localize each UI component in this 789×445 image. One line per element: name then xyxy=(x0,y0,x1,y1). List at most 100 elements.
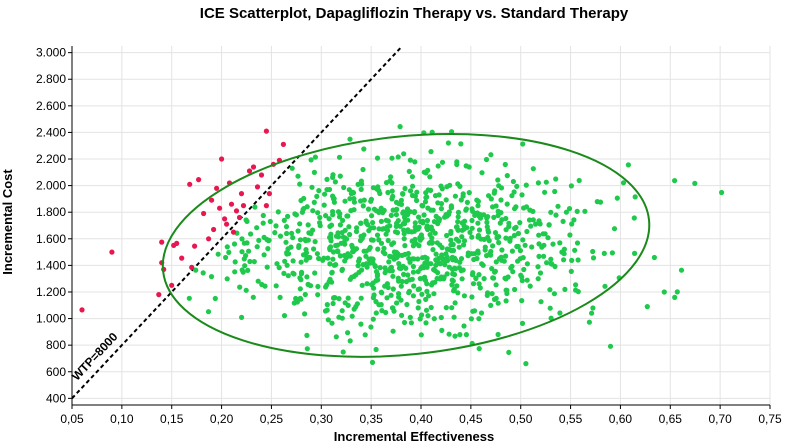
scatter-point-above-wtp xyxy=(240,203,247,209)
scatter-point-below-wtp xyxy=(474,255,480,262)
scatter-point-below-wtp xyxy=(208,274,215,280)
scatter-point-below-wtp xyxy=(315,210,321,216)
scatter-point-below-wtp xyxy=(346,187,352,193)
scatter-point-below-wtp xyxy=(530,208,536,214)
scatter-point-below-wtp xyxy=(504,201,510,207)
scatter-point-below-wtp xyxy=(446,264,452,270)
scatter-point-below-wtp xyxy=(290,258,296,264)
scatter-point-above-wtp xyxy=(228,201,235,207)
scatter-point-below-wtp xyxy=(453,236,459,242)
scatter-point-below-wtp xyxy=(506,349,512,355)
scatter-point-below-wtp xyxy=(323,284,329,290)
scatter-point-below-wtp xyxy=(423,296,429,302)
scatter-point-below-wtp xyxy=(323,213,329,219)
scatter-point-below-wtp xyxy=(472,212,478,218)
scatter-point-below-wtp xyxy=(492,230,499,236)
scatter-point-below-wtp xyxy=(410,243,416,249)
scatter-point-below-wtp xyxy=(495,331,501,338)
scatter-point-below-wtp xyxy=(243,287,249,293)
scatter-point-below-wtp xyxy=(390,286,396,292)
scatter-point-below-wtp xyxy=(356,256,362,262)
scatter-point-below-wtp xyxy=(431,291,437,297)
scatter-point-below-wtp xyxy=(433,257,439,263)
scatter-point-below-wtp xyxy=(661,289,667,295)
scatter-point-below-wtp xyxy=(282,258,288,264)
scatter-point-below-wtp xyxy=(575,289,581,295)
scatter-point-below-wtp xyxy=(437,261,443,267)
scatter-point-below-wtp xyxy=(418,219,424,225)
scatter-point-below-wtp xyxy=(459,276,465,282)
scatter-point-below-wtp xyxy=(297,237,304,243)
scatter-point-below-wtp xyxy=(425,187,431,193)
scatter-point-below-wtp xyxy=(463,332,469,338)
scatter-point-below-wtp xyxy=(442,214,448,220)
scatter-point-below-wtp xyxy=(405,227,411,233)
y-tick-label: 2.400 xyxy=(36,125,66,139)
scatter-point-below-wtp xyxy=(449,305,455,311)
scatter-point-below-wtp xyxy=(401,231,407,237)
scatter-point-below-wtp xyxy=(384,295,390,301)
scatter-point-below-wtp xyxy=(337,253,343,259)
scatter-point-below-wtp xyxy=(527,283,533,289)
scatter-point-below-wtp xyxy=(418,332,424,338)
scatter-point-below-wtp xyxy=(415,305,421,311)
x-tick-label: 0,15 xyxy=(160,412,184,426)
scatter-point-below-wtp xyxy=(611,226,618,232)
scatter-point-below-wtp xyxy=(232,259,238,265)
scatter-point-below-wtp xyxy=(344,236,350,242)
scatter-point-below-wtp xyxy=(458,141,464,147)
scatter-point-below-wtp xyxy=(386,259,392,265)
scatter-point-above-wtp xyxy=(250,164,257,170)
scatter-point-below-wtp xyxy=(493,259,499,265)
scatter-point-below-wtp xyxy=(402,185,408,192)
scatter-point-below-wtp xyxy=(396,291,402,297)
scatter-point-below-wtp xyxy=(419,312,425,318)
scatter-point-below-wtp xyxy=(535,264,541,270)
scatter-point-below-wtp xyxy=(424,288,430,294)
scatter-point-below-wtp xyxy=(461,323,467,329)
scatter-point-below-wtp xyxy=(281,217,287,223)
scatter-point-below-wtp xyxy=(417,234,423,241)
scatter-point-below-wtp xyxy=(380,210,386,216)
scatter-point-below-wtp xyxy=(469,225,475,231)
y-tick-label: 800 xyxy=(46,338,66,352)
scatter-point-below-wtp xyxy=(488,152,494,158)
scatter-point-below-wtp xyxy=(451,271,458,278)
scatter-point-below-wtp xyxy=(373,299,379,305)
scatter-point-above-wtp xyxy=(156,292,162,298)
scatter-point-below-wtp xyxy=(350,190,357,196)
scatter-point-above-wtp xyxy=(238,191,245,197)
scatter-point-above-wtp xyxy=(233,208,240,214)
scatter-point-below-wtp xyxy=(360,203,366,209)
scatter-point-below-wtp xyxy=(536,241,542,247)
scatter-point-below-wtp xyxy=(335,234,342,240)
scatter-point-below-wtp xyxy=(519,298,525,304)
scatter-point-below-wtp xyxy=(243,217,249,223)
scatter-point-below-wtp xyxy=(425,226,431,233)
scatter-point-above-wtp xyxy=(236,214,243,221)
scatter-point-below-wtp xyxy=(361,146,367,152)
scatter-point-below-wtp xyxy=(273,223,279,229)
scatter-point-below-wtp xyxy=(446,247,452,253)
scatter-point-below-wtp xyxy=(340,217,346,223)
y-tick-label: 400 xyxy=(46,391,66,405)
scatter-point-below-wtp xyxy=(370,237,376,243)
scatter-point-above-wtp xyxy=(266,191,272,197)
scatter-point-below-wtp xyxy=(378,289,384,295)
scatter-point-below-wtp xyxy=(503,253,509,259)
scatter-point-below-wtp xyxy=(340,349,346,355)
scatter-point-below-wtp xyxy=(345,330,351,336)
scatter-point-below-wtp xyxy=(470,281,477,287)
scatter-point-below-wtp xyxy=(363,253,369,259)
scatter-point-below-wtp xyxy=(519,320,526,326)
scatter-point-below-wtp xyxy=(295,173,301,179)
scatter-point-below-wtp xyxy=(239,236,245,242)
scatter-point-below-wtp xyxy=(396,261,402,267)
scatter-point-below-wtp xyxy=(469,206,475,212)
y-tick-label: 1.800 xyxy=(36,205,66,219)
scatter-point-below-wtp xyxy=(555,203,561,209)
scatter-point-below-wtp xyxy=(301,195,307,202)
scatter-point-below-wtp xyxy=(316,188,322,194)
scatter-point-below-wtp xyxy=(298,259,304,265)
scatter-point-below-wtp xyxy=(273,283,279,289)
